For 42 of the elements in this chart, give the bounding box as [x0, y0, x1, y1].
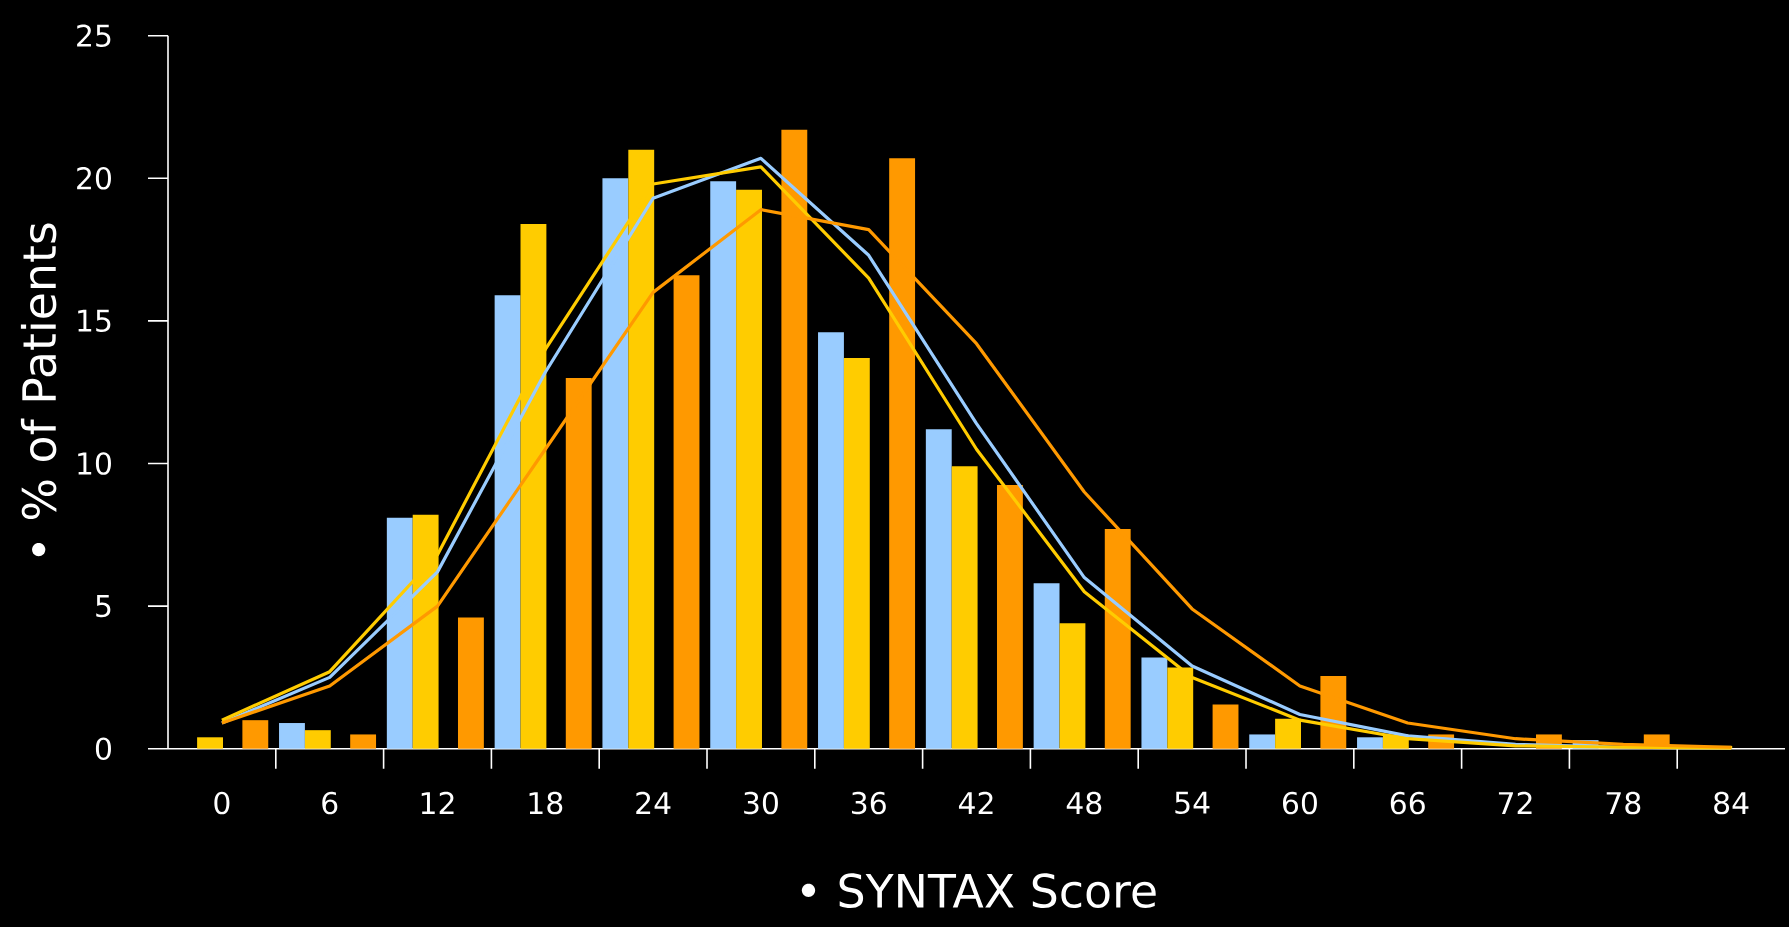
x-tick-label: 42	[958, 791, 993, 814]
bar	[996, 484, 1023, 749]
bar	[1212, 704, 1239, 749]
x-tick-label: 54	[1175, 791, 1210, 814]
bar	[242, 720, 269, 749]
bar	[350, 734, 377, 749]
bar	[843, 357, 870, 749]
x-tick-label: 78	[1606, 791, 1641, 815]
bar	[1141, 657, 1168, 749]
x-tick-label: 18	[529, 791, 563, 815]
bar	[818, 332, 844, 749]
x-tick-label: 12	[421, 791, 454, 814]
x-tick-label: 36	[851, 791, 886, 815]
x-axis-title: • SYNTAX Score	[801, 873, 1156, 909]
bar	[304, 730, 331, 749]
x-tick-label: 66	[1390, 791, 1425, 815]
y-tick-label: 10	[78, 452, 111, 475]
bar	[1357, 737, 1383, 749]
x-tick-label: 48	[1066, 791, 1102, 815]
bar	[1033, 583, 1060, 749]
x-tick-label: 30	[744, 791, 778, 815]
y-tick-label: 25	[77, 24, 111, 48]
bar	[279, 723, 305, 749]
y-tick-label: 5	[96, 595, 111, 618]
x-tick-label: 6	[322, 791, 338, 815]
y-axis-title: • % of Patients	[20, 223, 57, 557]
y-tick-label: 0	[95, 737, 111, 761]
bar	[457, 617, 484, 749]
bar	[197, 737, 223, 749]
x-tick-label: 84	[1714, 791, 1749, 815]
bar	[1059, 623, 1086, 749]
bar	[1249, 734, 1276, 749]
x-tick-label: 72	[1498, 791, 1532, 814]
bar	[710, 181, 737, 749]
y-tick-label: 15	[78, 309, 111, 333]
x-tick-label: 0	[214, 791, 230, 815]
bar	[736, 189, 762, 749]
y-tick-label: 20	[77, 166, 111, 190]
bar	[951, 466, 978, 749]
bar	[925, 429, 952, 749]
x-tick-label: 60	[1282, 791, 1317, 815]
x-tick-label: 24	[636, 791, 671, 814]
